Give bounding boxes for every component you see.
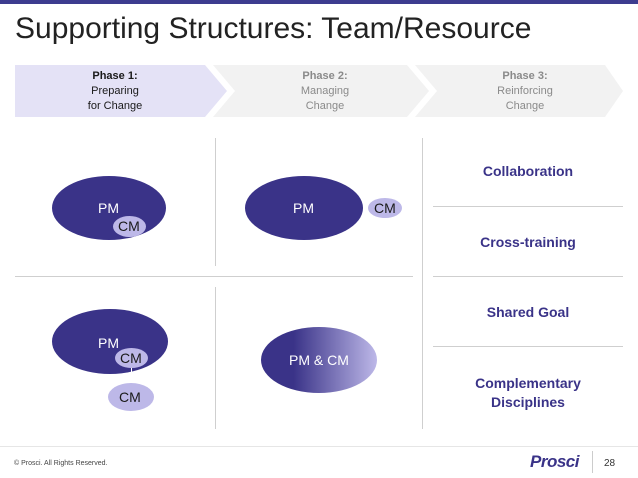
- cm-connector-line: [131, 366, 132, 384]
- phase-1-line2: for Change: [87, 100, 143, 112]
- divider-vertical-right: [422, 138, 423, 429]
- divider-right-2: [433, 276, 623, 277]
- logo-separator: [592, 451, 593, 473]
- phase-chevron-shapes: [15, 65, 623, 117]
- divider-vertical-left-bottom: [215, 287, 216, 429]
- phase-3-chevron: [415, 65, 623, 117]
- divider-horizontal-middle: [15, 276, 413, 277]
- cm-ellipse-2: [368, 198, 402, 218]
- label-shared-goal: Shared Goal: [486, 304, 570, 320]
- phase-2-label: Phase 2: Managing Change: [225, 69, 425, 114]
- phase-3-label: Phase 3: Reinforcing Change: [425, 69, 625, 114]
- phase-2-title: Phase 2:: [302, 70, 348, 82]
- phase-1-line1: Preparing: [91, 85, 139, 97]
- divider-vertical-left-top: [215, 138, 216, 266]
- divider-right-3: [433, 346, 623, 347]
- pm-label-2: PM: [293, 200, 314, 216]
- top-accent-bar: [0, 0, 638, 4]
- pm-label-3: PM: [98, 335, 119, 351]
- label-complementary-line2: Disciplines: [491, 394, 565, 410]
- slide-title: Supporting Structures: Team/Resource: [15, 12, 532, 45]
- label-collaboration: Collaboration: [482, 163, 574, 179]
- page-number: 28: [604, 458, 616, 469]
- pm-ellipse-3: [52, 309, 168, 374]
- phase-chevrons: Phase 1: Preparing for Change Phase 2: M…: [15, 65, 623, 117]
- pm-cm-merged-ellipse: [261, 327, 377, 393]
- cm-label-1: CM: [118, 218, 140, 234]
- prosci-logo: Prosci: [530, 452, 579, 471]
- cm-ellipse-3-inner: [115, 348, 148, 368]
- phase-2-line2: Change: [305, 100, 345, 112]
- label-complementary-disciplines: Complementary Disciplines: [433, 374, 623, 412]
- cm-label-2: CM: [374, 200, 396, 216]
- footer-divider: [0, 446, 638, 447]
- copyright-text: © Prosci. All Rights Reserved.: [14, 460, 108, 467]
- cm-label-3-inner: CM: [120, 350, 142, 366]
- phase-1-label: Phase 1: Preparing for Change: [15, 69, 215, 114]
- pm-ellipse-1: [52, 176, 166, 240]
- label-complementary-line1: Complementary: [475, 375, 581, 391]
- cm-ellipse-1: [113, 216, 146, 237]
- cm-label-3-outer: CM: [119, 389, 141, 405]
- phase-3-title: Phase 3:: [502, 70, 548, 82]
- phase-1-title: Phase 1:: [92, 70, 138, 82]
- pm-cm-merged-label: PM & CM: [289, 352, 349, 368]
- cm-ellipse-3-outer: [108, 383, 154, 411]
- phase-2-chevron: [213, 65, 429, 117]
- pm-ellipse-2: [245, 176, 363, 240]
- phase-2-line1: Managing: [300, 85, 350, 97]
- pm-label-1: PM: [98, 200, 119, 216]
- phase-1-chevron: [15, 65, 227, 117]
- label-cross-training: Cross-training: [480, 234, 576, 250]
- divider-right-1: [433, 206, 623, 207]
- phase-3-line2: Change: [505, 100, 545, 112]
- phase-3-line1: Reinforcing: [497, 85, 553, 97]
